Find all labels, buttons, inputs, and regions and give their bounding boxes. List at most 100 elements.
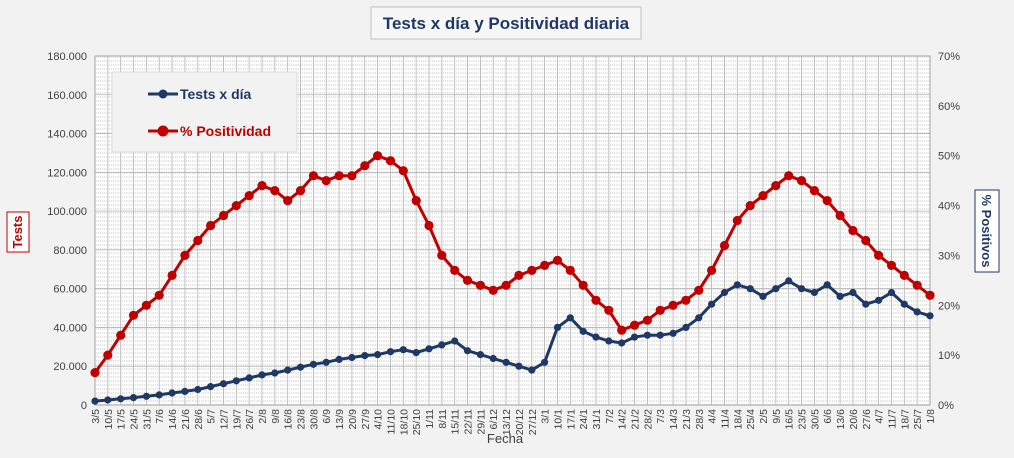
data-point xyxy=(541,358,549,366)
data-point xyxy=(823,281,831,289)
x-tick-label: 11/4 xyxy=(719,409,731,429)
data-point xyxy=(809,186,820,196)
data-point xyxy=(219,380,228,388)
data-point xyxy=(90,368,100,378)
plot-border xyxy=(94,55,931,406)
data-point xyxy=(656,331,664,339)
x-tick-label: 25/10 xyxy=(411,409,423,435)
data-point xyxy=(334,171,344,181)
legend-label-tests: Tests x día xyxy=(180,86,252,102)
x-tick-label: 27/12 xyxy=(527,409,539,435)
data-point xyxy=(565,265,575,275)
data-point xyxy=(875,296,883,304)
data-point xyxy=(719,240,730,251)
y2-tick-label: 10% xyxy=(938,350,960,362)
legend-box xyxy=(111,71,298,153)
data-point xyxy=(553,323,562,331)
series-layer xyxy=(90,151,935,405)
data-point xyxy=(552,255,563,265)
data-point xyxy=(758,191,768,201)
data-point xyxy=(515,362,523,370)
y2-axis-label: % Positivos xyxy=(979,195,994,268)
data-point xyxy=(900,300,908,308)
data-point xyxy=(386,348,395,356)
x-axis-ticks: 3/5 10/5 17/5 24/5 31/5 7/6 14/6 21/6 28/6 5/7 12/… xyxy=(90,409,937,435)
data-point xyxy=(695,314,703,322)
x-tick-label: 5/7 xyxy=(206,409,218,424)
y-axis-label-box xyxy=(6,211,30,253)
x-tick-label: 28/2 xyxy=(642,409,654,430)
title-box xyxy=(370,6,642,40)
y-tick-label: 20.000 xyxy=(53,361,87,373)
y-tick-label: 40.000 xyxy=(53,322,87,334)
x-tick-label: 25/7 xyxy=(912,409,924,430)
data-point xyxy=(476,351,484,359)
y-tick-label: 140.000 xyxy=(47,129,87,141)
x-tick-label: 18/10 xyxy=(398,409,410,435)
x-tick-label: 7/6 xyxy=(154,409,166,424)
data-point xyxy=(682,323,690,331)
x-tick-label: 16/5 xyxy=(784,409,796,430)
data-point xyxy=(462,275,473,285)
y2-tick-label: 60% xyxy=(938,101,960,113)
data-point xyxy=(398,166,408,176)
x-tick-label: 21/6 xyxy=(180,409,192,430)
data-point xyxy=(295,186,306,196)
data-point xyxy=(347,171,357,181)
data-point xyxy=(629,320,640,330)
data-point xyxy=(437,250,447,260)
data-point xyxy=(772,285,780,293)
data-point xyxy=(103,350,113,360)
data-point xyxy=(887,288,896,297)
x-tick-label: 17/1 xyxy=(565,409,577,430)
x-tick-label: 6/12 xyxy=(488,409,500,430)
data-point xyxy=(694,285,704,295)
data-point xyxy=(720,288,729,297)
data-point xyxy=(899,270,909,280)
data-point xyxy=(348,353,356,362)
x-tick-label: 23/5 xyxy=(797,409,809,430)
x-tick-label: 30/5 xyxy=(809,409,821,430)
data-point xyxy=(258,371,266,379)
data-point xyxy=(309,360,317,368)
x-tick-label: 10/5 xyxy=(103,409,115,430)
x-tick-label: 21/3 xyxy=(681,409,693,430)
data-point xyxy=(104,396,112,404)
x-tick-label: 6/9 xyxy=(321,409,333,424)
data-point xyxy=(245,374,253,382)
y-tick-label: 120.000 xyxy=(47,167,87,179)
data-point xyxy=(360,161,370,171)
data-point xyxy=(232,377,240,385)
y-axis-label: Tests xyxy=(10,216,25,249)
data-point xyxy=(681,295,691,305)
y-tick-label: 60.000 xyxy=(53,284,87,296)
x-tick-label: 28/6 xyxy=(193,409,205,430)
x-tick-label: 30/8 xyxy=(308,409,320,430)
data-point xyxy=(578,280,588,290)
data-point xyxy=(128,310,139,320)
x-tick-label: 24/1 xyxy=(578,409,590,430)
data-point xyxy=(926,312,934,320)
data-point xyxy=(566,314,574,322)
x-tick-label: 27/6 xyxy=(861,409,873,430)
data-point xyxy=(489,354,497,363)
x-tick-label: 20/12 xyxy=(514,409,526,435)
y2-tick-label: 70% xyxy=(938,51,960,63)
y2-tick-label: 20% xyxy=(938,300,960,312)
data-point xyxy=(168,389,176,397)
x-tick-label: 23/8 xyxy=(296,409,308,430)
x-tick-label: 2/8 xyxy=(257,409,269,424)
x-tick-label: 8/11 xyxy=(437,409,449,429)
data-point xyxy=(154,290,164,300)
data-point xyxy=(642,315,653,325)
data-point xyxy=(848,225,858,236)
data-point xyxy=(733,281,741,289)
y-tick-label: 0 xyxy=(81,400,87,412)
x-tick-label: 3/5 xyxy=(90,409,102,424)
x-tick-label: 14/6 xyxy=(167,409,179,430)
data-point xyxy=(270,186,280,196)
x-tick-label: 9/5 xyxy=(771,409,783,424)
series-tests xyxy=(91,277,934,405)
data-point xyxy=(668,300,678,310)
data-point xyxy=(488,285,498,295)
